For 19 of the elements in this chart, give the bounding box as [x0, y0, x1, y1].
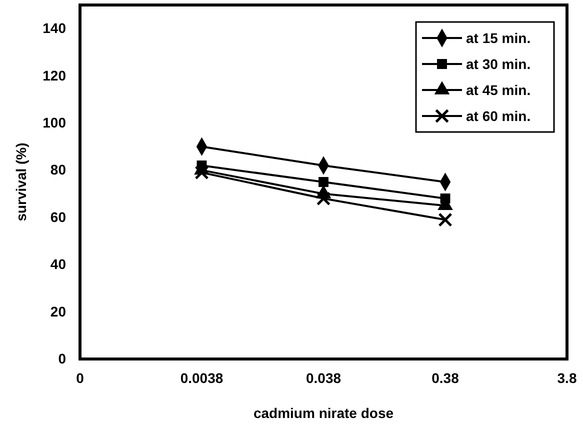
legend-label: at 60 min. [466, 108, 531, 124]
x-tick-label: 0.38 [432, 370, 460, 386]
y-tick-label: 120 [42, 67, 66, 84]
y-tick-label: 40 [50, 256, 66, 272]
x-tick-label: 0.0038 [180, 370, 224, 386]
y-axis-title: survival (%) [13, 142, 29, 222]
y-tick-label: 20 [50, 303, 66, 320]
x-axis-title: cadmium nirate dose [253, 405, 394, 421]
y-tick-label: 80 [50, 162, 66, 178]
y-tick-label: 100 [42, 114, 66, 130]
x-tick-label: 3.8 [557, 370, 577, 386]
y-tick-label: 60 [50, 208, 66, 225]
y-tick-label: 0 [58, 350, 66, 366]
x-tick-label: 0.038 [306, 370, 342, 386]
legend-label: at 45 min. [466, 82, 531, 98]
x-tick-label: 0 [76, 370, 84, 386]
y-tick-label: 140 [42, 20, 66, 36]
legend-label: at 30 min. [466, 56, 531, 72]
legend-label: at 15 min. [466, 30, 531, 46]
